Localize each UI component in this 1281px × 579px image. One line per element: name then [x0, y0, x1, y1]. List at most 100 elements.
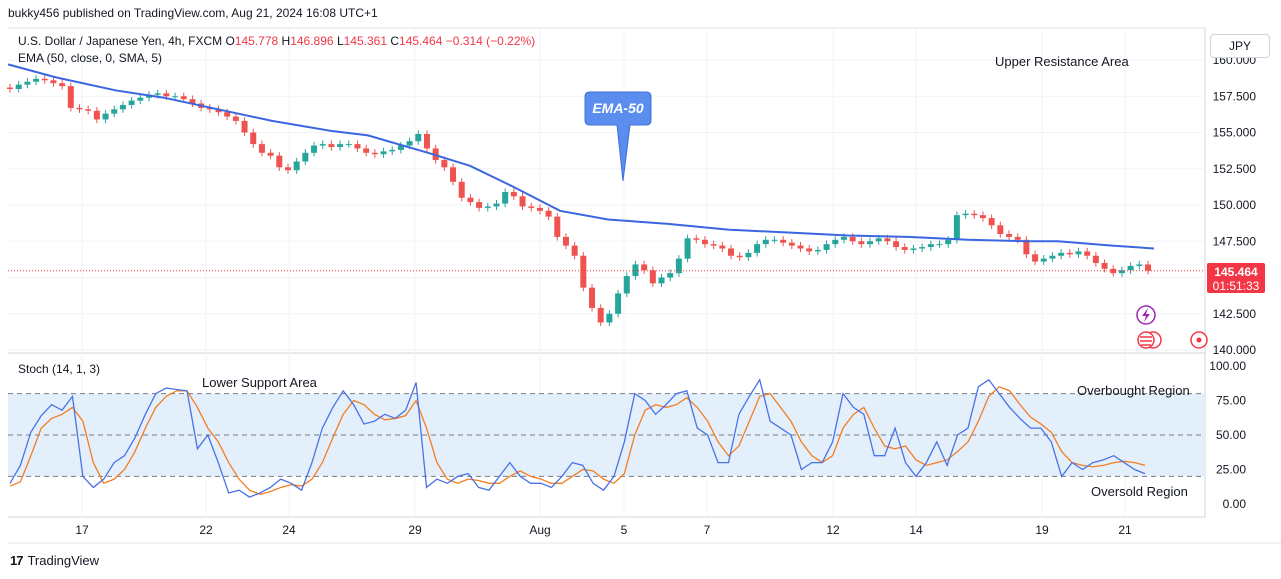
- candle-body: [76, 107, 83, 110]
- time-tick-label: 24: [282, 523, 296, 537]
- price-tick-label: 157.500: [1213, 89, 1257, 103]
- candle-body: [406, 141, 413, 146]
- ema-callout: EMA-50: [584, 91, 652, 182]
- open-value: 145.778: [234, 34, 279, 48]
- candle-body: [67, 86, 74, 108]
- candle-body: [962, 213, 969, 216]
- change-value: −0.314 (−0.22%): [445, 34, 536, 48]
- candle-body: [823, 244, 830, 250]
- time-tick-label: 22: [199, 523, 213, 537]
- stoch-lines: [9, 378, 1146, 498]
- candle-body: [93, 110, 100, 120]
- candle-body: [840, 236, 847, 240]
- candle-body: [1058, 252, 1065, 256]
- candle-body: [1075, 251, 1082, 255]
- candle-body: [232, 116, 239, 121]
- candle-body: [59, 83, 66, 87]
- candle-body: [380, 151, 387, 155]
- symbol-legend: U.S. Dollar / Japanese Yen, 4h, FXCM O14…: [18, 34, 535, 48]
- stoch-k-line: [9, 378, 1146, 498]
- candle-body: [615, 293, 622, 314]
- price-tick-label: 140.000: [1213, 343, 1257, 357]
- price-axis: 140.000142.500145.000147.500150.000152.5…: [1213, 53, 1257, 357]
- candle-body: [493, 203, 500, 207]
- event-dot-icon[interactable]: [1190, 331, 1208, 349]
- candle-body: [701, 239, 708, 245]
- close-value: 145.464: [399, 34, 443, 48]
- lightning-icon[interactable]: [1136, 305, 1156, 325]
- candle-body: [1110, 268, 1117, 274]
- time-tick-label: 29: [408, 523, 422, 537]
- candle-body: [354, 144, 361, 149]
- candle-body: [945, 239, 952, 245]
- candle-body: [180, 96, 187, 100]
- candle-body: [762, 239, 769, 245]
- candle-body: [189, 99, 196, 104]
- candle-body: [311, 145, 318, 153]
- candle-body: [258, 144, 265, 153]
- candle-body: [832, 239, 839, 245]
- candle-body: [119, 104, 126, 110]
- candle-body: [580, 255, 587, 288]
- candle-body: [241, 120, 248, 133]
- candle-body: [85, 109, 92, 111]
- candle-body: [736, 255, 743, 258]
- candle-body: [1023, 239, 1030, 255]
- upper-resistance-label: Upper Resistance Area: [995, 54, 1129, 69]
- candle-body: [806, 248, 813, 252]
- candle-body: [1040, 258, 1047, 262]
- candle-body: [1136, 264, 1143, 266]
- footer: 17 TradingView: [10, 553, 99, 568]
- ema-legend: EMA (50, close, 0, SMA, 5): [18, 51, 163, 65]
- stoch-tick-label: 0.00: [1223, 497, 1247, 511]
- candle-body: [554, 216, 561, 237]
- low-label: L: [336, 34, 344, 48]
- time-tick-label: 14: [909, 523, 923, 537]
- candle-body: [111, 109, 118, 114]
- candle-body: [363, 148, 370, 153]
- candle-body: [936, 244, 943, 246]
- candle-body: [710, 244, 717, 246]
- candle-body: [293, 161, 300, 171]
- candle-body: [284, 167, 291, 171]
- candle-body: [1014, 236, 1021, 240]
- candle-body: [1084, 251, 1091, 256]
- candle-body: [684, 238, 691, 259]
- candle-body: [867, 241, 874, 245]
- candle-body: [458, 181, 465, 198]
- candle-body: [276, 155, 283, 168]
- candle-body: [632, 264, 639, 277]
- candle-body: [606, 313, 613, 323]
- us-flag-icon[interactable]: [1137, 331, 1162, 349]
- currency-button[interactable]: JPY: [1210, 34, 1270, 58]
- price-tick-label: 150.000: [1213, 198, 1257, 212]
- time-tick-label: 7: [704, 523, 711, 537]
- low-value: 145.361: [343, 34, 388, 48]
- ema-50-line: [7, 63, 1155, 250]
- stoch-axis: 0.00 25.00 50.00 75.00 100.00: [1209, 359, 1246, 511]
- candle-body: [641, 264, 648, 271]
- candle-body: [728, 248, 735, 256]
- overbought-label: Overbought Region: [1077, 383, 1190, 398]
- candle-body: [953, 215, 960, 240]
- time-tick-label: 17: [75, 523, 89, 537]
- time-tick-label: 5: [621, 523, 628, 537]
- candle-body: [476, 202, 483, 208]
- publisher-line: bukky456 published on TradingView.com, A…: [8, 6, 378, 20]
- tradingview-logo-icon[interactable]: 17: [10, 553, 24, 568]
- candle-body: [997, 225, 1004, 234]
- candle-body: [797, 245, 804, 249]
- candle-body: [1006, 234, 1013, 237]
- candle-body: [1101, 263, 1108, 269]
- stoch-tick-label: 75.00: [1216, 394, 1246, 408]
- candle-body: [780, 239, 787, 243]
- candle-body: [15, 84, 22, 89]
- candle-body: [849, 236, 856, 242]
- candle-body: [172, 96, 179, 98]
- candle-body: [467, 197, 474, 203]
- candle-body: [754, 244, 761, 253]
- candle-body: [302, 152, 309, 162]
- candle-body: [397, 145, 404, 150]
- candle-body: [788, 242, 795, 246]
